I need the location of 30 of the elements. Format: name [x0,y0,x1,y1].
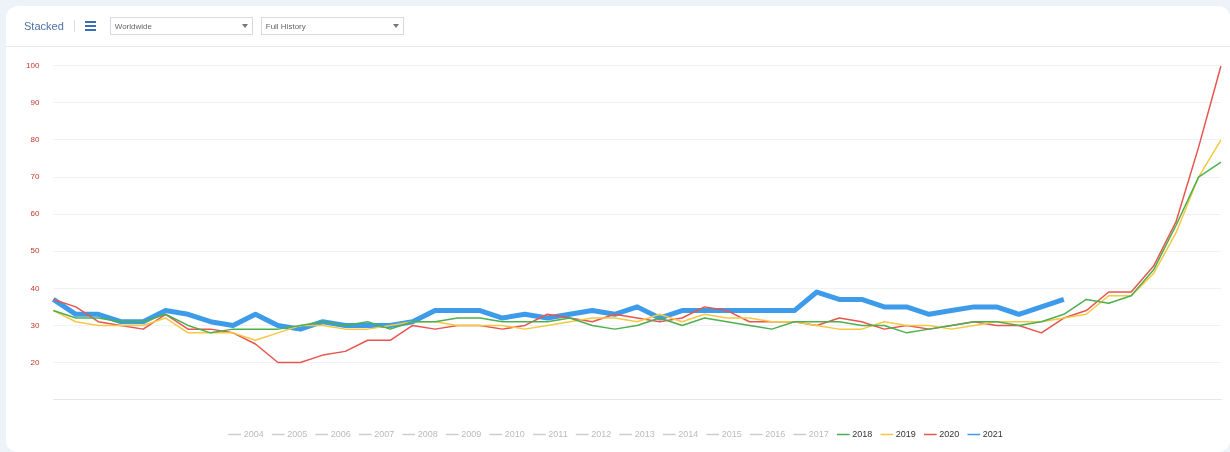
legend-label: 2006 [330,428,351,439]
y-tick-label: 100 [25,61,40,70]
y-tick-label: 70 [30,172,40,182]
legend-label: 2017 [808,428,829,439]
text: Full History [265,21,306,31]
y-tick-label: 90 [30,98,40,108]
text: Worldwide [114,21,152,31]
legend-label: 2010 [504,428,525,439]
legend-label: 2007 [374,428,395,439]
y-tick-label: 80 [30,135,40,145]
legend-label: 2020 [939,428,960,439]
y-tick-label: 60 [30,209,40,219]
legend-label: 2009 [461,428,482,439]
legend-label: 2016 [765,428,786,439]
legend-label: 2012 [591,428,612,439]
legend-label: 2018 [852,428,873,439]
legend-label: 2019 [895,428,916,439]
y-tick-label: 20 [30,357,40,367]
legend-label: 2011 [548,428,568,439]
y-tick-label: 40 [30,283,40,293]
legend-label: 2015 [721,428,742,439]
legend-label: 2014 [678,428,699,439]
y-tick-label: 50 [30,246,40,256]
legend-label: 2021 [982,428,1003,439]
legend-label: 2005 [287,428,308,439]
legend-label: 2008 [417,428,438,439]
chart-title: Stacked [24,20,75,32]
legend-label: 2013 [634,428,655,439]
y-tick-label: 30 [30,320,40,330]
legend-label: 2004 [243,428,264,439]
